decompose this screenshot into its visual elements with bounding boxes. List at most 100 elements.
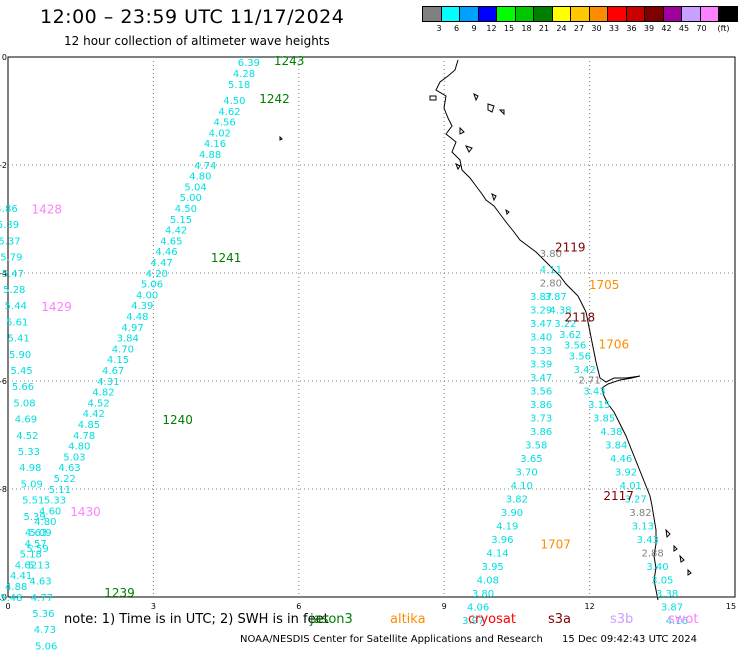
legend-label: 33: [608, 24, 620, 33]
pass-number: 2119: [555, 240, 586, 254]
swh-value: 4.06: [467, 603, 489, 614]
islands: [279, 93, 692, 576]
swh-value: 4.11: [540, 265, 562, 276]
note-text: note: 1) Time is in UTC; 2) SWH is in fe…: [64, 612, 329, 627]
pass-number: 2118: [565, 311, 596, 325]
satellite-legend-jason: jason3: [310, 612, 353, 627]
swh-value: 5.51: [22, 496, 44, 507]
map-grid: [7, 56, 736, 598]
swh-value: 5.06: [141, 280, 163, 291]
swh-value: 3.47: [530, 319, 552, 330]
legend-swatch: [718, 6, 738, 22]
swh-value: 5.66: [12, 382, 34, 393]
pass-number: 1243: [274, 54, 305, 68]
pass-number: 2117: [603, 489, 634, 503]
pass-number: 1430: [70, 505, 101, 519]
legend-label: 9: [471, 24, 477, 33]
swh-value: 4.48: [126, 312, 148, 323]
swh-value: 3.15: [588, 400, 610, 411]
swh-value: 4.80: [68, 442, 90, 453]
y-tick-label: -10: [0, 593, 7, 602]
swh-value: 4.00: [136, 290, 158, 301]
swh-value: 4.74: [194, 161, 216, 172]
swh-value: 3.85: [593, 414, 615, 425]
swh-value: 4.47: [151, 258, 173, 269]
swh-value: 3.13: [632, 522, 654, 533]
swh-value: 4.70: [112, 344, 134, 355]
swh-value: 3.43: [637, 535, 659, 546]
swh-value: 4.16: [204, 139, 226, 150]
legend-label: 15: [503, 24, 515, 33]
swh-value: 4.02: [209, 128, 231, 139]
swh-value: 4.88: [199, 150, 221, 161]
satellite-legend-swot: swot: [668, 612, 699, 627]
swh-value: 5.11: [49, 485, 71, 496]
legend-label: 27: [573, 24, 585, 33]
map-frame: [7, 56, 736, 598]
swh-value: 3.84: [117, 334, 139, 345]
pass-number: 1428: [31, 203, 62, 217]
swh-value: 3.29: [530, 306, 552, 317]
swh-track-west: 6.394.285.184.504.624.564.024.164.884.74…: [0, 58, 260, 650]
pass-number: 1240: [162, 413, 193, 427]
swh-value: 5.59: [26, 544, 48, 555]
x-tick-label: 9: [442, 602, 447, 611]
swh-value: 5.90: [9, 350, 31, 361]
y-tick-label: -2: [0, 161, 7, 170]
swh-value: 3.95: [482, 562, 504, 573]
color-legend: 3 6 9 12 15 18 21 24 27 30 33 36 39 42 45 70 (ft): [422, 6, 738, 36]
swh-value: 4.46: [155, 247, 177, 258]
legend-label: 30: [591, 24, 602, 33]
swh-value: 4.46: [610, 454, 632, 465]
swh-value: 5.44: [5, 301, 27, 312]
swh-value: 3.90: [501, 508, 523, 519]
swh-value: 3.96: [491, 535, 513, 546]
swh-value: 3.62: [559, 330, 581, 341]
swh-value: 4.10: [511, 481, 533, 492]
swh-value: 5.22: [54, 474, 76, 485]
swh-value: 4.60: [39, 506, 61, 517]
x-tick-label: 6: [296, 602, 301, 611]
swh-value: 4.20: [146, 269, 168, 280]
x-tick-label: 0: [5, 602, 10, 611]
swh-value: 3.58: [525, 441, 547, 452]
legend-label: 36: [626, 24, 637, 33]
coastline: [435, 59, 659, 601]
swh-value: 3.22: [554, 319, 576, 330]
pass-number: 1707: [540, 537, 571, 551]
swh-value: 3.87: [661, 603, 683, 614]
swh-value: 5.39: [0, 220, 19, 231]
swh-value: 3.82: [506, 495, 528, 506]
swh-value: 4.98: [19, 463, 41, 474]
legend-label: 45: [678, 24, 690, 33]
footer-org: NOAA/NESDIS Center for Satellite Applica…: [240, 634, 543, 645]
swh-value: 2.88: [641, 549, 663, 560]
swh-value: 4.19: [496, 522, 518, 533]
swh-value: 5.09: [21, 479, 43, 490]
swh-value: 5.47: [2, 269, 24, 280]
pass-number: 1705: [589, 278, 620, 292]
y-tick-label: 0: [2, 53, 7, 62]
swh-value: 3.86: [530, 400, 552, 411]
swh-value: 4.73: [34, 625, 56, 636]
swh-value: 2.71: [578, 376, 600, 387]
swh-value: 5.18: [20, 550, 42, 561]
satellite-legend-cryosat: cryosat: [468, 612, 516, 627]
swh-value: 4.80: [189, 172, 211, 183]
swh-value: 4.16: [666, 616, 688, 627]
map-title: 12:00 – 23:59 UTC 11/17/2024: [40, 6, 345, 28]
swh-value: 3.73: [530, 414, 552, 425]
footer: NOAA/NESDIS Center for Satellite Applica…: [240, 634, 713, 645]
y-tick-label: -6: [0, 377, 7, 386]
swh-value: 5.39: [24, 512, 46, 523]
swh-value: 4.01: [620, 481, 642, 492]
swh-value: 4.15: [107, 355, 129, 366]
swh-value: 3.56: [564, 341, 586, 352]
swh-value: 5.03: [63, 452, 85, 463]
swh-value: 4.67: [102, 366, 124, 377]
satellite-legend-s3a: s3a: [548, 612, 572, 627]
swh-value: 3.65: [520, 454, 542, 465]
legend-labels: 3 6 9 12 15 18 21 24 27 30 33 36 39 42 45 70 (ft): [422, 24, 737, 36]
swh-value: 5.33: [18, 447, 40, 458]
